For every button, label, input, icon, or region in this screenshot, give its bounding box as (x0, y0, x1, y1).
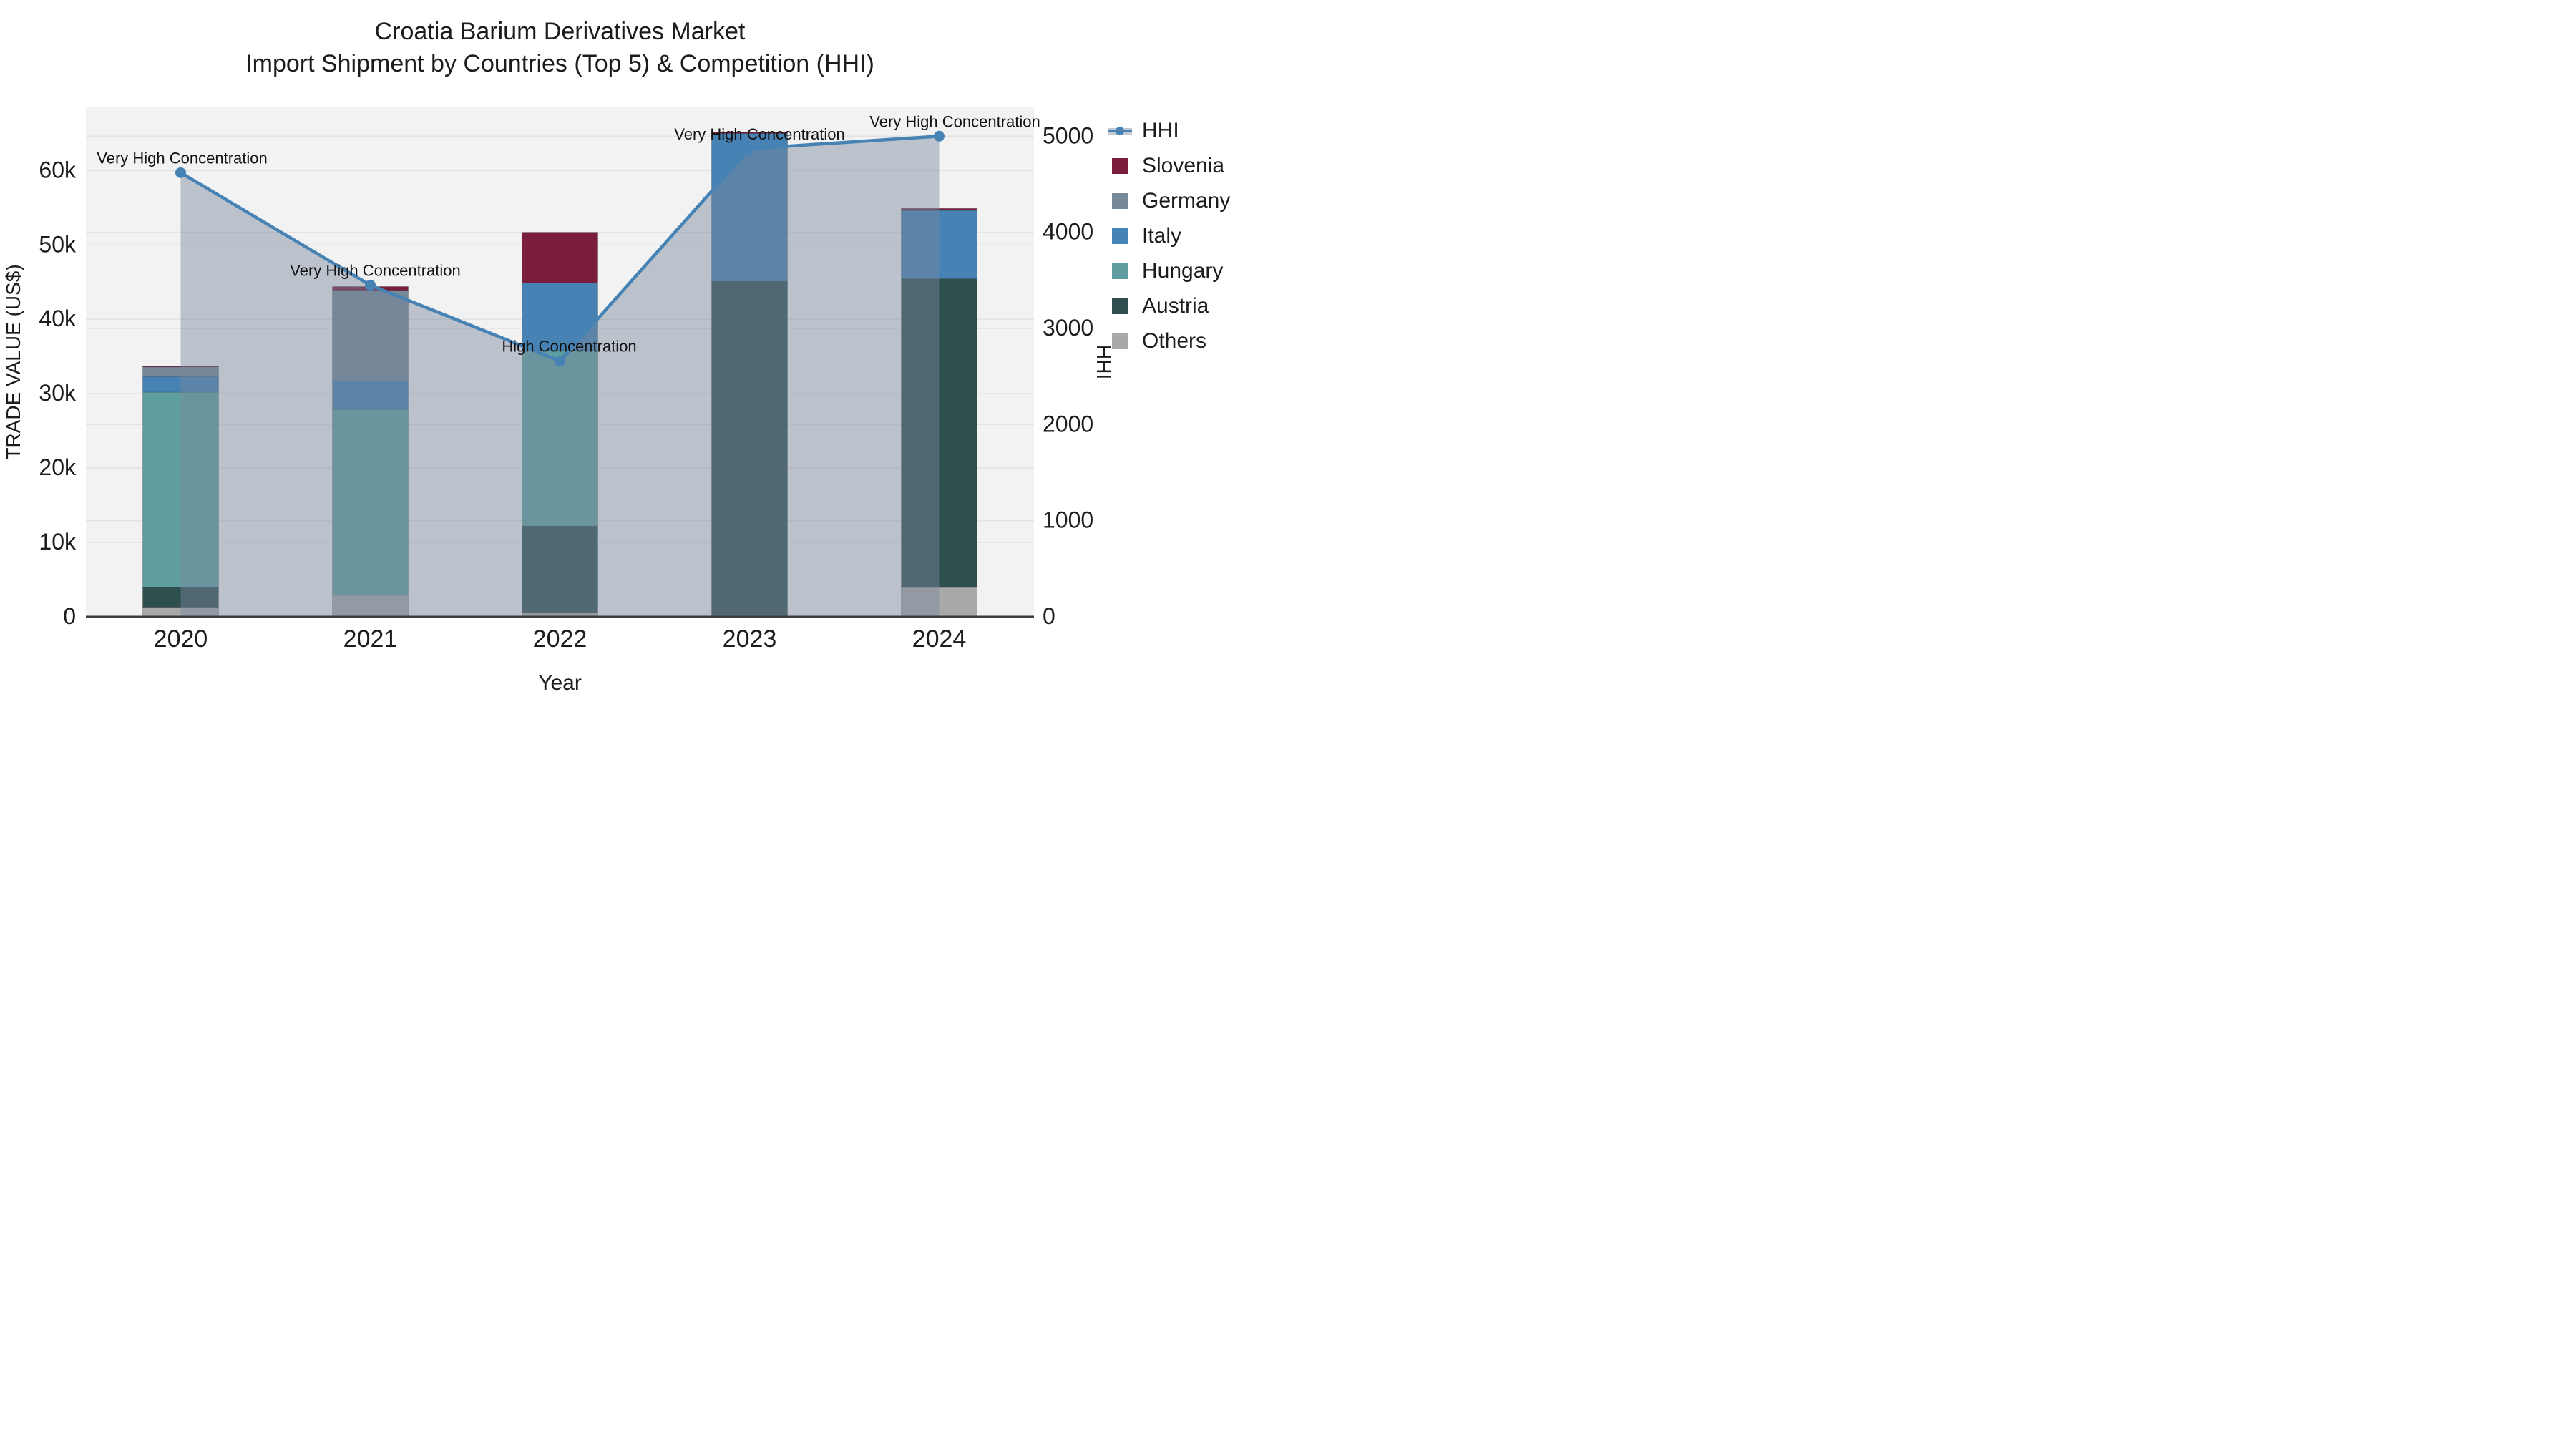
bar-segment-italy-2022[interactable] (522, 282, 598, 351)
hhi-area-fill (180, 136, 940, 617)
bar-segment-hungary-2022[interactable] (522, 350, 598, 527)
legend-label: Slovenia (1142, 153, 1225, 177)
legend-swatch-icon (1108, 154, 1132, 178)
legend-color-square (1112, 192, 1128, 209)
y-left-tick-30k: 30k (39, 380, 77, 406)
chart-canvas: 0 10k 20k 30k 40k 50k 60k 0 1000 2000 3000 4000 5000… (0, 0, 1288, 725)
y-left-tick-10k: 10k (39, 529, 77, 555)
y-left-tick-50k: 50k (39, 231, 77, 257)
legend-label: Italy (1142, 223, 1182, 248)
bar-segment-others-2021[interactable] (332, 595, 409, 618)
hhi-point-2020[interactable] (175, 167, 186, 178)
y-right-tick-1000: 1000 (1043, 507, 1093, 533)
x-tick-2024: 2024 (912, 625, 967, 653)
hhi-point-2022[interactable] (555, 356, 565, 367)
legend-color-square (1112, 263, 1128, 279)
legend-color-square (1112, 157, 1128, 174)
bar-segment-hungary-2020[interactable] (142, 391, 219, 587)
bar-segment-hungary-2021[interactable] (332, 409, 409, 596)
legend-label: Others (1142, 328, 1207, 353)
y-axis-title-right: HHI (1093, 345, 1115, 379)
y-right-tick-4000: 4000 (1043, 219, 1093, 245)
legend-label: Austria (1142, 293, 1209, 318)
legend-label: Hungary (1142, 258, 1224, 283)
y-left-tick-40k: 40k (39, 306, 77, 331)
x-tick-2023: 2023 (723, 625, 777, 653)
legend-color-square (1112, 333, 1128, 349)
legend-item-slovenia[interactable]: Slovenia (1108, 148, 1230, 183)
legend-swatch-icon (1108, 224, 1132, 248)
bar-segment-slovenia-2023[interactable] (711, 132, 788, 134)
hhi-point-2023[interactable] (744, 143, 755, 155)
combo-chart: 0 10k 20k 30k 40k 50k 60k 0 1000 2000 3000 4000 5000… (2, 107, 1115, 695)
hhi-point-2024[interactable] (934, 130, 945, 142)
bar-segment-slovenia-2022[interactable] (522, 232, 598, 283)
bar-segment-austria-2020[interactable] (142, 587, 219, 608)
legend-swatch-icon (1108, 294, 1132, 318)
hhi-point-2021[interactable] (365, 280, 376, 291)
annotation-2022: High Concentration (502, 338, 636, 356)
y-right-tick-0: 0 (1043, 603, 1055, 629)
bar-segment-slovenia-2024[interactable] (901, 208, 977, 211)
bar-segment-italy-2024[interactable] (901, 210, 977, 279)
y-axis-title-left: TRADE VALUE (US$) (2, 264, 24, 459)
chart-title-line2: Import Shipment by Countries (Top 5) & C… (245, 50, 874, 77)
hhi-line-swatch-icon (1108, 119, 1132, 143)
y-right-tick-2000: 2000 (1043, 411, 1093, 436)
legend-color-square (1112, 228, 1128, 244)
legend-label: HHI (1142, 118, 1179, 142)
y-left-tick-0: 0 (63, 603, 76, 629)
annotation-2023: Very High Concentration (674, 125, 844, 143)
annotation-2021: Very High Concentration (290, 262, 460, 280)
legend-item-italy[interactable]: Italy (1108, 218, 1230, 253)
x-tick-2021: 2021 (343, 625, 398, 653)
legend-item-germany[interactable]: Germany (1108, 183, 1230, 218)
x-axis-title: Year (538, 671, 582, 695)
legend-color-square (1112, 298, 1128, 314)
chart-title-line1: Croatia Barium Derivatives Market (374, 18, 746, 45)
legend-item-hhi[interactable]: HHI (1108, 113, 1230, 148)
legend-item-hungary[interactable]: Hungary (1108, 253, 1230, 288)
legend-swatch-icon (1108, 259, 1132, 283)
annotation-2024: Very High Concentration (869, 112, 1040, 130)
legend-item-austria[interactable]: Austria (1108, 288, 1230, 323)
legend-item-others[interactable]: Others (1108, 323, 1230, 358)
chart-title: Croatia Barium Derivatives Market Import… (86, 16, 1034, 80)
y-left-tick-20k: 20k (39, 454, 77, 480)
legend-swatch-icon (1108, 189, 1132, 213)
bar-segment-austria-2024[interactable] (901, 278, 977, 588)
bar-segment-austria-2023[interactable] (711, 280, 788, 618)
y-right-tick-5000: 5000 (1043, 122, 1093, 148)
bar-segment-others-2024[interactable] (901, 587, 977, 618)
annotation-2020: Very High Concentration (97, 149, 267, 167)
x-tick-2022: 2022 (533, 625, 587, 653)
bar-segment-germany-2021[interactable] (332, 290, 409, 381)
legend: HHI Slovenia Germany Italy Hungary Austria Oth… (1108, 113, 1230, 358)
y-left-tick-60k: 60k (39, 157, 77, 182)
y-right-tick-3000: 3000 (1043, 315, 1093, 341)
bar-segment-austria-2022[interactable] (522, 525, 598, 613)
legend-swatch-icon (1108, 329, 1132, 353)
x-tick-2020: 2020 (154, 625, 208, 653)
bar-segment-italy-2023[interactable] (711, 133, 788, 282)
legend-label: Germany (1142, 188, 1231, 213)
bar-segment-slovenia-2020[interactable] (142, 366, 219, 368)
